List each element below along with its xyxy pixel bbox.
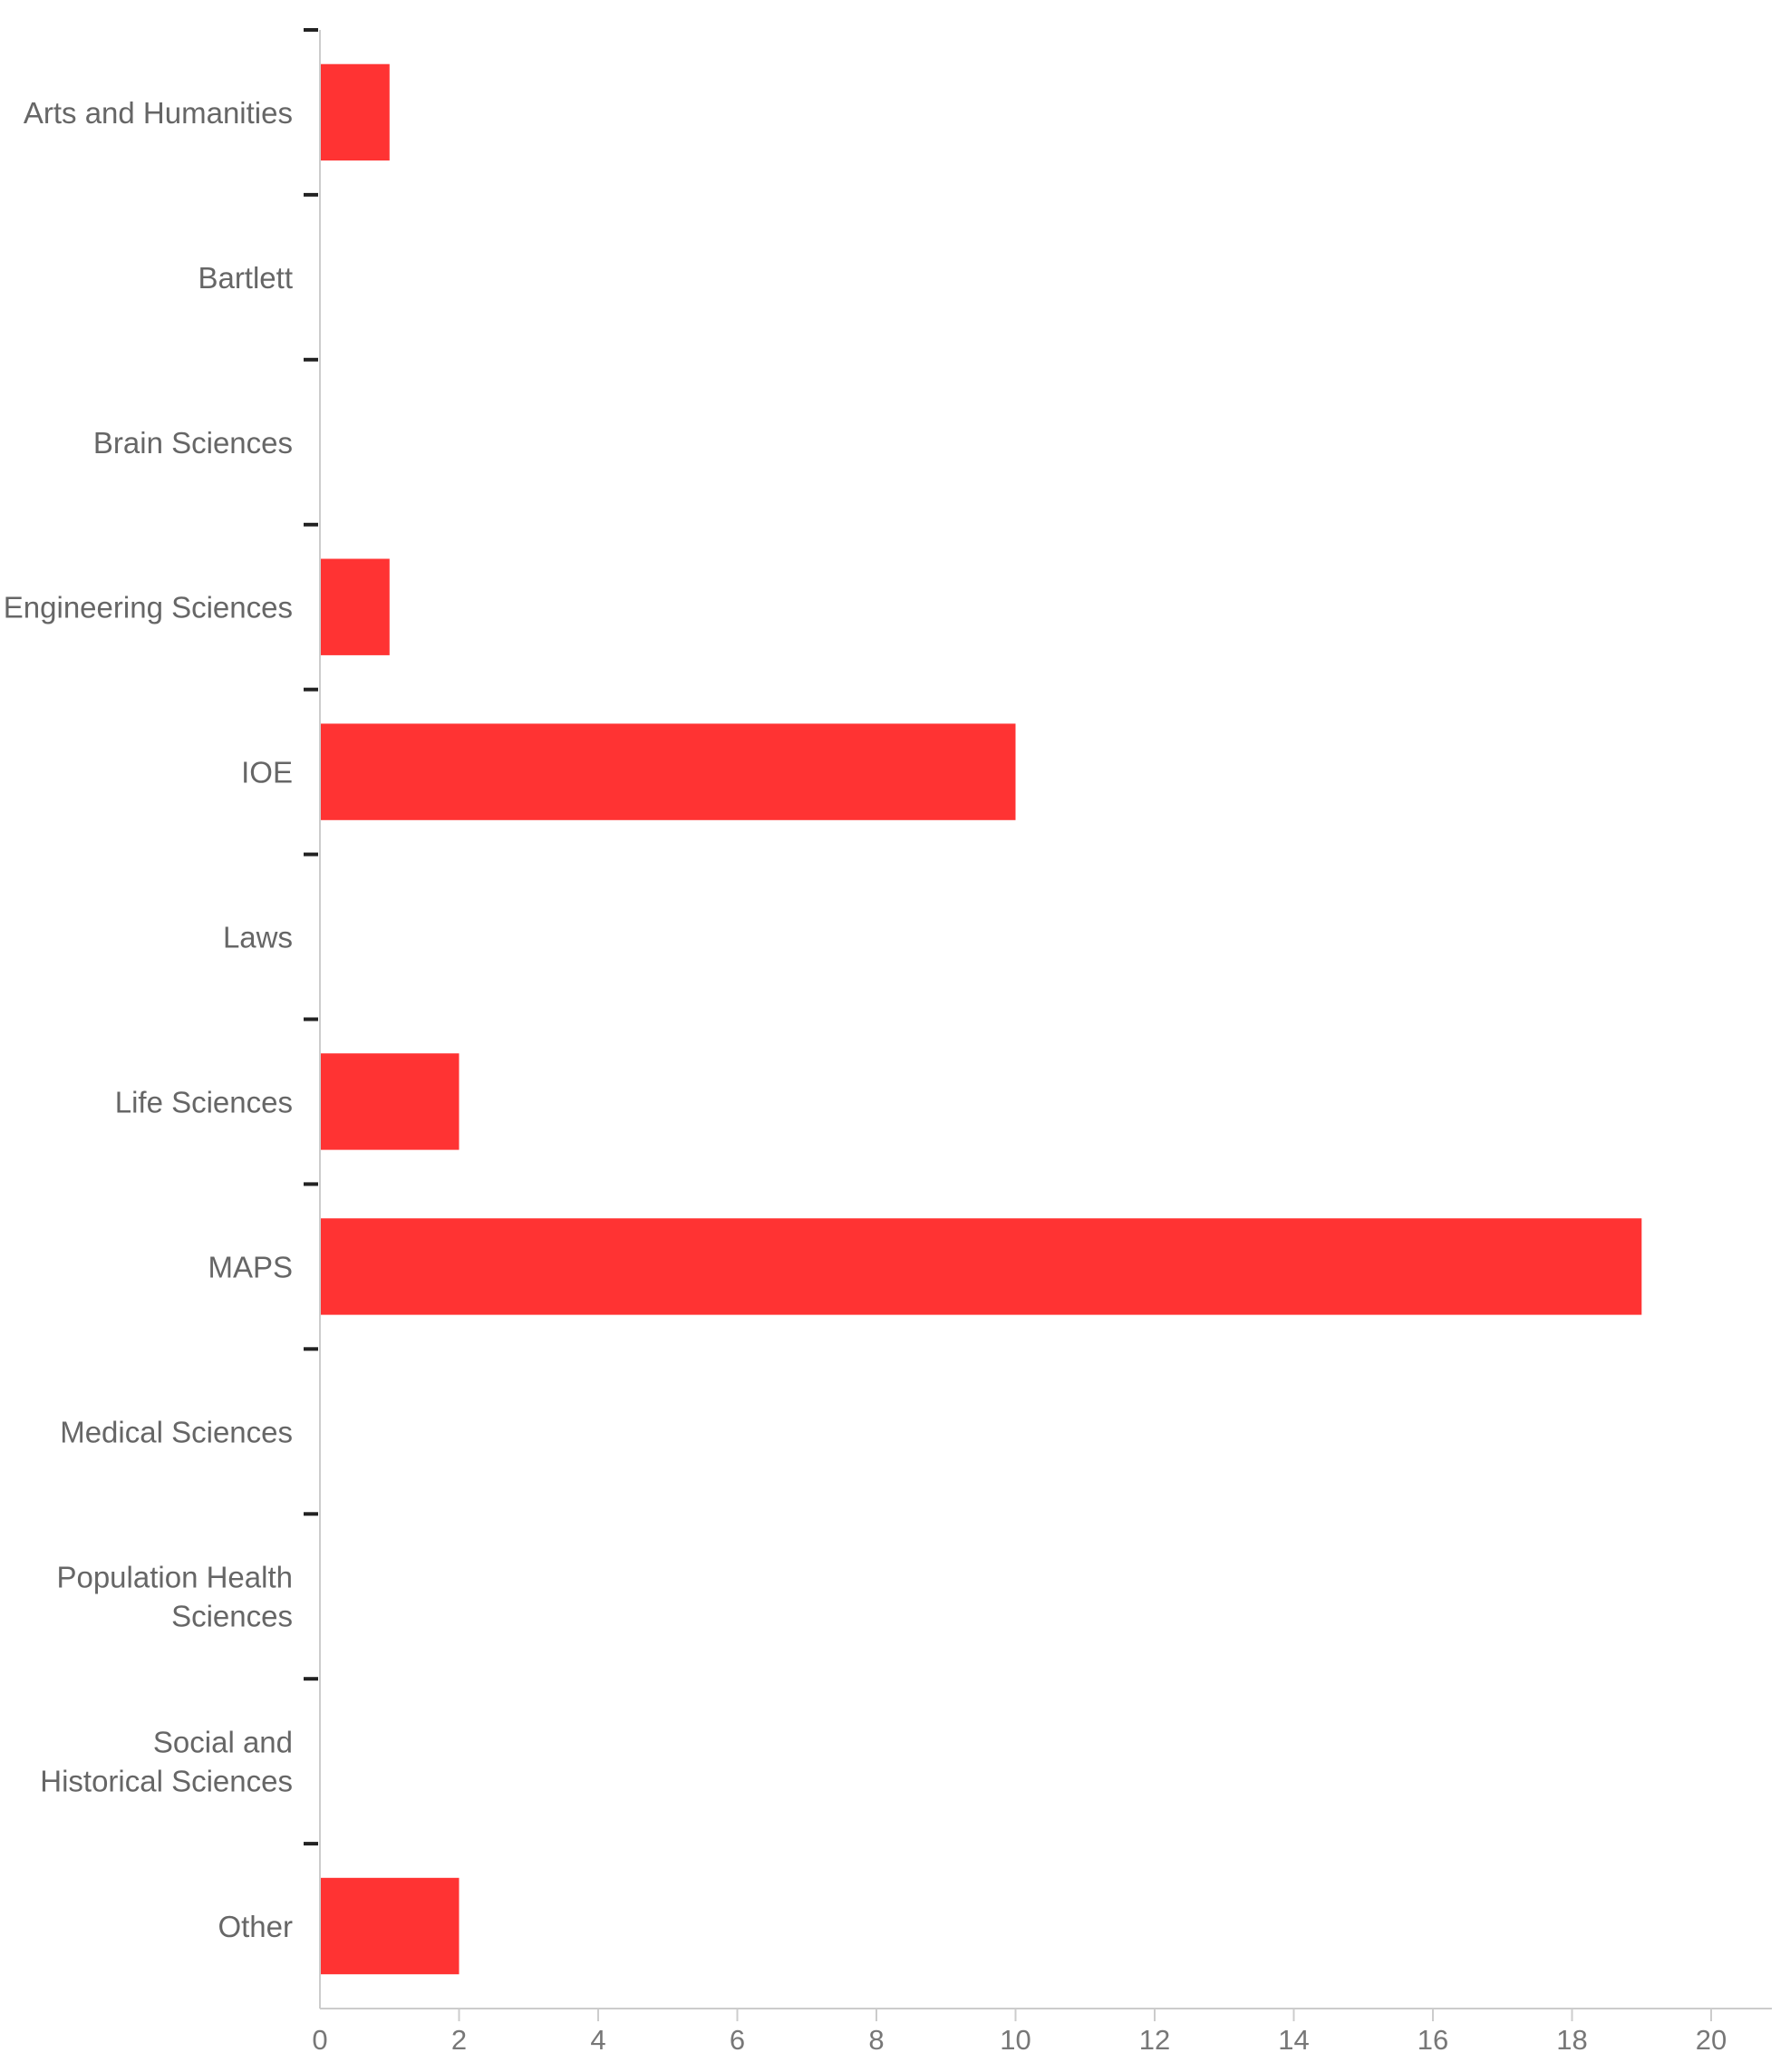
x-tick-label: 12 xyxy=(1139,2024,1170,2056)
category-label: Laws xyxy=(223,921,293,954)
category-label-line: Bartlett xyxy=(198,261,293,295)
bar-life-sciences xyxy=(321,1053,460,1150)
category-label-line: Social and xyxy=(153,1726,293,1759)
bar-other xyxy=(321,1877,460,1975)
bars-layer xyxy=(321,63,1642,1975)
x-tick-label: 2 xyxy=(451,2024,467,2056)
x-tick-label: 8 xyxy=(868,2024,884,2056)
axes-layer xyxy=(304,28,1772,2021)
bar-ioe xyxy=(321,723,1016,820)
x-tick-label: 16 xyxy=(1417,2024,1448,2056)
category-label: Life Sciences xyxy=(115,1086,293,1119)
category-label: Population Health Sciences xyxy=(56,1561,293,1633)
category-label-line: Other xyxy=(218,1910,293,1943)
category-label-line: Laws xyxy=(223,921,293,954)
category-label: Engineering Sciences xyxy=(4,591,293,625)
category-label-line: Population Health xyxy=(56,1561,293,1594)
category-label: Arts and Humanities xyxy=(24,96,293,130)
x-tick-label: 0 xyxy=(312,2024,327,2056)
category-label: Bartlett xyxy=(198,261,293,295)
x-tick-label: 6 xyxy=(730,2024,745,2056)
category-label-line: Historical Sciences xyxy=(40,1765,293,1798)
category-label-line: Life Sciences xyxy=(115,1086,293,1119)
bar-arts-and-humanities xyxy=(321,63,390,161)
category-label: Brain Sciences xyxy=(93,426,293,460)
category-label-line: Brain Sciences xyxy=(93,426,293,460)
category-label: IOE xyxy=(241,756,293,789)
x-tick-labels: 0 2 4 6 8 10 12 14 16 18 20 xyxy=(312,2024,1727,2056)
bar-engineering-sciences xyxy=(321,558,390,655)
category-label-line: MAPS xyxy=(208,1250,293,1283)
category-label: Social and Historical Sciences xyxy=(40,1726,293,1798)
category-label-line: IOE xyxy=(241,756,293,789)
bar-maps xyxy=(321,1218,1642,1315)
category-label-line: Sciences xyxy=(171,1600,293,1633)
category-label-line: Medical Sciences xyxy=(60,1415,293,1448)
category-label-line: Arts and Humanities xyxy=(24,96,293,130)
category-label: MAPS xyxy=(208,1250,293,1283)
category-labels: Arts and Humanities Bartlett Brain Science… xyxy=(4,96,293,1943)
category-label: Other xyxy=(218,1910,293,1943)
x-tick-label: 4 xyxy=(590,2024,605,2056)
x-tick-label: 14 xyxy=(1278,2024,1309,2056)
category-label: Medical Sciences xyxy=(60,1415,293,1448)
x-tick-label: 10 xyxy=(1000,2024,1030,2056)
category-label-line: Engineering Sciences xyxy=(4,591,293,625)
x-tick-label: 20 xyxy=(1696,2024,1727,2056)
x-tick-label: 18 xyxy=(1556,2024,1587,2056)
